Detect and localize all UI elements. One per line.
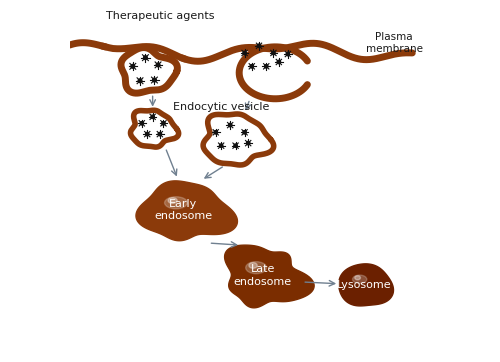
Circle shape bbox=[243, 131, 246, 134]
Circle shape bbox=[158, 132, 162, 136]
Text: Plasma
membrane: Plasma membrane bbox=[366, 32, 422, 54]
Circle shape bbox=[243, 51, 246, 55]
Text: Endocytic vesicle: Endocytic vesicle bbox=[173, 102, 270, 112]
Ellipse shape bbox=[352, 275, 367, 283]
Text: Early
endosome: Early endosome bbox=[154, 199, 212, 221]
Polygon shape bbox=[121, 47, 178, 93]
Circle shape bbox=[272, 51, 275, 55]
Circle shape bbox=[277, 60, 280, 64]
Circle shape bbox=[246, 142, 250, 145]
Circle shape bbox=[264, 65, 268, 68]
Text: Therapeutic agents: Therapeutic agents bbox=[106, 11, 214, 21]
Circle shape bbox=[234, 144, 237, 147]
Circle shape bbox=[156, 63, 160, 67]
Circle shape bbox=[214, 131, 218, 134]
Circle shape bbox=[146, 132, 149, 136]
Polygon shape bbox=[338, 264, 394, 306]
Ellipse shape bbox=[164, 197, 188, 209]
Circle shape bbox=[258, 44, 260, 47]
Circle shape bbox=[140, 122, 143, 125]
Polygon shape bbox=[203, 114, 274, 165]
Text: Late
endosome: Late endosome bbox=[234, 264, 292, 287]
Circle shape bbox=[138, 79, 142, 83]
Polygon shape bbox=[224, 245, 314, 308]
Ellipse shape bbox=[249, 262, 257, 268]
Circle shape bbox=[228, 123, 232, 127]
Circle shape bbox=[286, 52, 290, 56]
Ellipse shape bbox=[246, 262, 266, 274]
Circle shape bbox=[162, 122, 165, 125]
Circle shape bbox=[220, 144, 223, 147]
Polygon shape bbox=[239, 47, 308, 99]
Circle shape bbox=[144, 56, 148, 59]
Circle shape bbox=[131, 64, 134, 68]
Text: Lysosome: Lysosome bbox=[338, 280, 392, 290]
Circle shape bbox=[152, 78, 156, 82]
Polygon shape bbox=[130, 110, 178, 147]
Ellipse shape bbox=[168, 198, 177, 203]
Polygon shape bbox=[136, 181, 238, 241]
Circle shape bbox=[151, 115, 154, 118]
Circle shape bbox=[250, 65, 254, 68]
Ellipse shape bbox=[355, 276, 360, 280]
